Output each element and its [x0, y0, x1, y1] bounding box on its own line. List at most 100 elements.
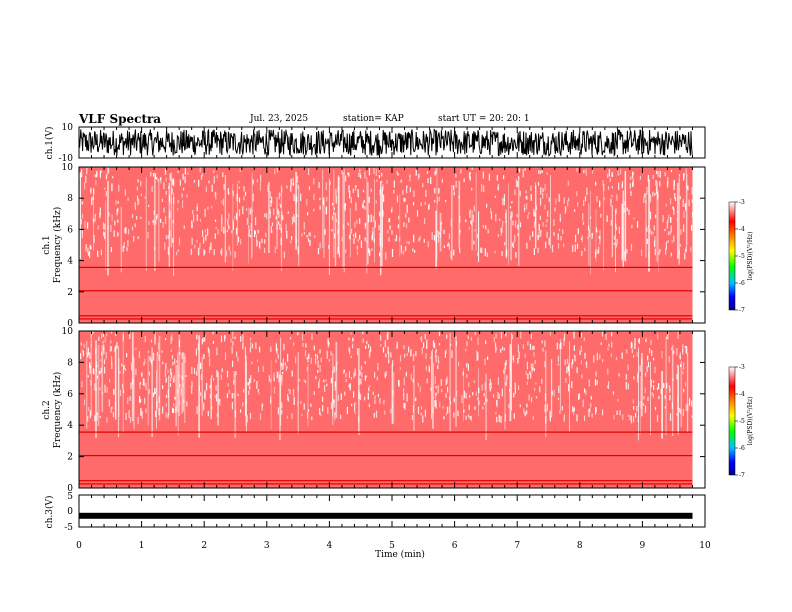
- ch1-spec-speckle: [156, 214, 158, 219]
- ch1-spec-speckle: [360, 174, 362, 179]
- ch1-spec-speckle: [308, 168, 310, 176]
- ch1-spec-speckle: [599, 236, 601, 240]
- ch1-spec-speckle: [181, 193, 183, 198]
- ch1-spec-speckle: [388, 218, 390, 223]
- ch1-spec-speckle: [450, 219, 452, 227]
- ch1-spec-speckle: [613, 242, 615, 245]
- ch1-spec-speckle: [427, 241, 429, 248]
- ch1-spec-speckle: [538, 170, 540, 174]
- ch1-spec-speckle: [434, 187, 436, 194]
- ch1-spec-speckle: [94, 213, 96, 222]
- ch1-spec-speckle: [140, 193, 142, 197]
- ch1-spec-speckle: [134, 202, 136, 210]
- ch1-spec-speckle: [600, 213, 602, 218]
- ch1-spec-speckle: [116, 209, 118, 216]
- ch1-spec-speckle: [301, 233, 303, 237]
- ch1-spec-speckle: [281, 187, 283, 193]
- ch1-spec-speckle: [244, 191, 247, 196]
- ch1-spec-speckle: [106, 173, 108, 177]
- ch1-spec-speckle: [441, 179, 443, 183]
- ch1-spec-speckle: [348, 185, 350, 189]
- ch1-spec-speckle: [678, 174, 680, 177]
- ch1-spec-speckle: [526, 195, 528, 200]
- ch1-spec-speckle: [226, 229, 228, 233]
- ch1-spec-speckle: [459, 247, 461, 254]
- ch1-spec-speckle: [497, 184, 499, 191]
- ch1-spec-speckle: [292, 177, 294, 185]
- ch1-spec-speckle: [683, 224, 685, 233]
- ch1-spec-speckle: [654, 248, 656, 256]
- ch1-spec-speckle: [93, 238, 95, 243]
- ch1-spec-speckle: [667, 177, 669, 185]
- ch1-spec-speckle: [221, 248, 223, 256]
- ch1-spec-speckle: [243, 196, 245, 201]
- ch1-spec-streak: [343, 169, 345, 273]
- ch1-spec-speckle: [341, 237, 343, 242]
- ch1-spec-speckle: [608, 169, 610, 177]
- ch1-spec-speckle: [486, 203, 488, 208]
- ch1-spec-speckle: [184, 176, 186, 184]
- ch1-spec-speckle: [501, 251, 503, 256]
- ch1-spec-speckle: [81, 201, 83, 205]
- ch1-spec-speckle: [278, 211, 280, 218]
- ch1-spec-speckle: [228, 245, 230, 251]
- ch1-spec-speckle: [393, 189, 395, 194]
- ch1-spec-speckle: [495, 213, 497, 222]
- ch1-spec-speckle: [396, 171, 398, 175]
- ch1-spec-speckle: [356, 219, 358, 224]
- ch1-spec-speckle: [378, 169, 380, 173]
- ch1-spec-speckle: [306, 199, 308, 206]
- ch1-spec-speckle: [527, 214, 529, 220]
- ch1-spec-speckle: [598, 236, 600, 239]
- ch1-spec-speckle: [201, 173, 203, 177]
- ch1-spec-speckle: [177, 249, 179, 252]
- ch1-spec-speckle: [211, 184, 213, 192]
- ch1-spec-speckle: [228, 225, 230, 230]
- ch1-spec-speckle: [111, 214, 113, 222]
- ch1-spec-streak: [451, 185, 453, 261]
- ch1-spec-speckle: [90, 246, 92, 249]
- ch1-spec-speckle: [646, 227, 648, 232]
- ch1-spec-speckle: [137, 179, 139, 183]
- ch1-spec-speckle: [227, 219, 229, 226]
- ch1-spec-speckle: [399, 237, 401, 242]
- ch1-spec-speckle: [675, 197, 677, 201]
- ch1-spec-speckle: [374, 220, 376, 225]
- ch1-ytick-bottom: -10: [59, 154, 74, 164]
- ch1-spec-streak: [475, 172, 477, 251]
- ch1-spec-streak: [322, 169, 324, 248]
- ch1-spec-speckle: [85, 244, 87, 248]
- ch1-spec-speckle: [344, 203, 346, 207]
- ch1-spec-speckle: [140, 216, 142, 220]
- ch1-spec-speckle: [81, 169, 83, 177]
- ch1-spec-speckle: [577, 228, 579, 235]
- ch1-spec-speckle: [286, 231, 288, 239]
- ch1-spec-speckle: [375, 168, 377, 176]
- ch1-spec-speckle: [673, 183, 675, 191]
- ch1-spec-speckle: [515, 179, 518, 188]
- ch1-spec-speckle: [108, 212, 110, 217]
- ch1-spec-speckle: [526, 242, 528, 249]
- ch1-spec-speckle: [538, 231, 540, 238]
- ch1-spec-speckle: [408, 241, 410, 245]
- ch1-spec-speckle: [667, 219, 669, 223]
- ch1-spec-speckle: [615, 243, 617, 248]
- ch1-spec-speckle: [151, 185, 153, 192]
- ch1-spec-speckle: [583, 199, 585, 206]
- ch1-spec-streak: [611, 205, 613, 258]
- ch1-spec-speckle: [631, 224, 633, 229]
- ch1-spec-speckle: [598, 246, 600, 254]
- ch1-spec-speckle: [618, 182, 620, 190]
- ch1-spec-speckle: [282, 215, 284, 219]
- ch1-spec-speckle: [672, 206, 675, 211]
- ch1-spec-speckle: [517, 233, 519, 236]
- ch1-spec-speckle: [238, 180, 240, 183]
- ch1-spec-speckle: [193, 214, 195, 222]
- ch1-spec-speckle: [199, 218, 202, 222]
- ch1-spec-speckle: [654, 243, 656, 246]
- ch1-spec-speckle: [131, 226, 134, 231]
- ch1-spec-speckle: [203, 237, 205, 244]
- ch1-spec-speckle: [603, 183, 605, 192]
- ch1-spec-speckle: [137, 200, 139, 206]
- ch1-spec-speckle: [207, 206, 209, 210]
